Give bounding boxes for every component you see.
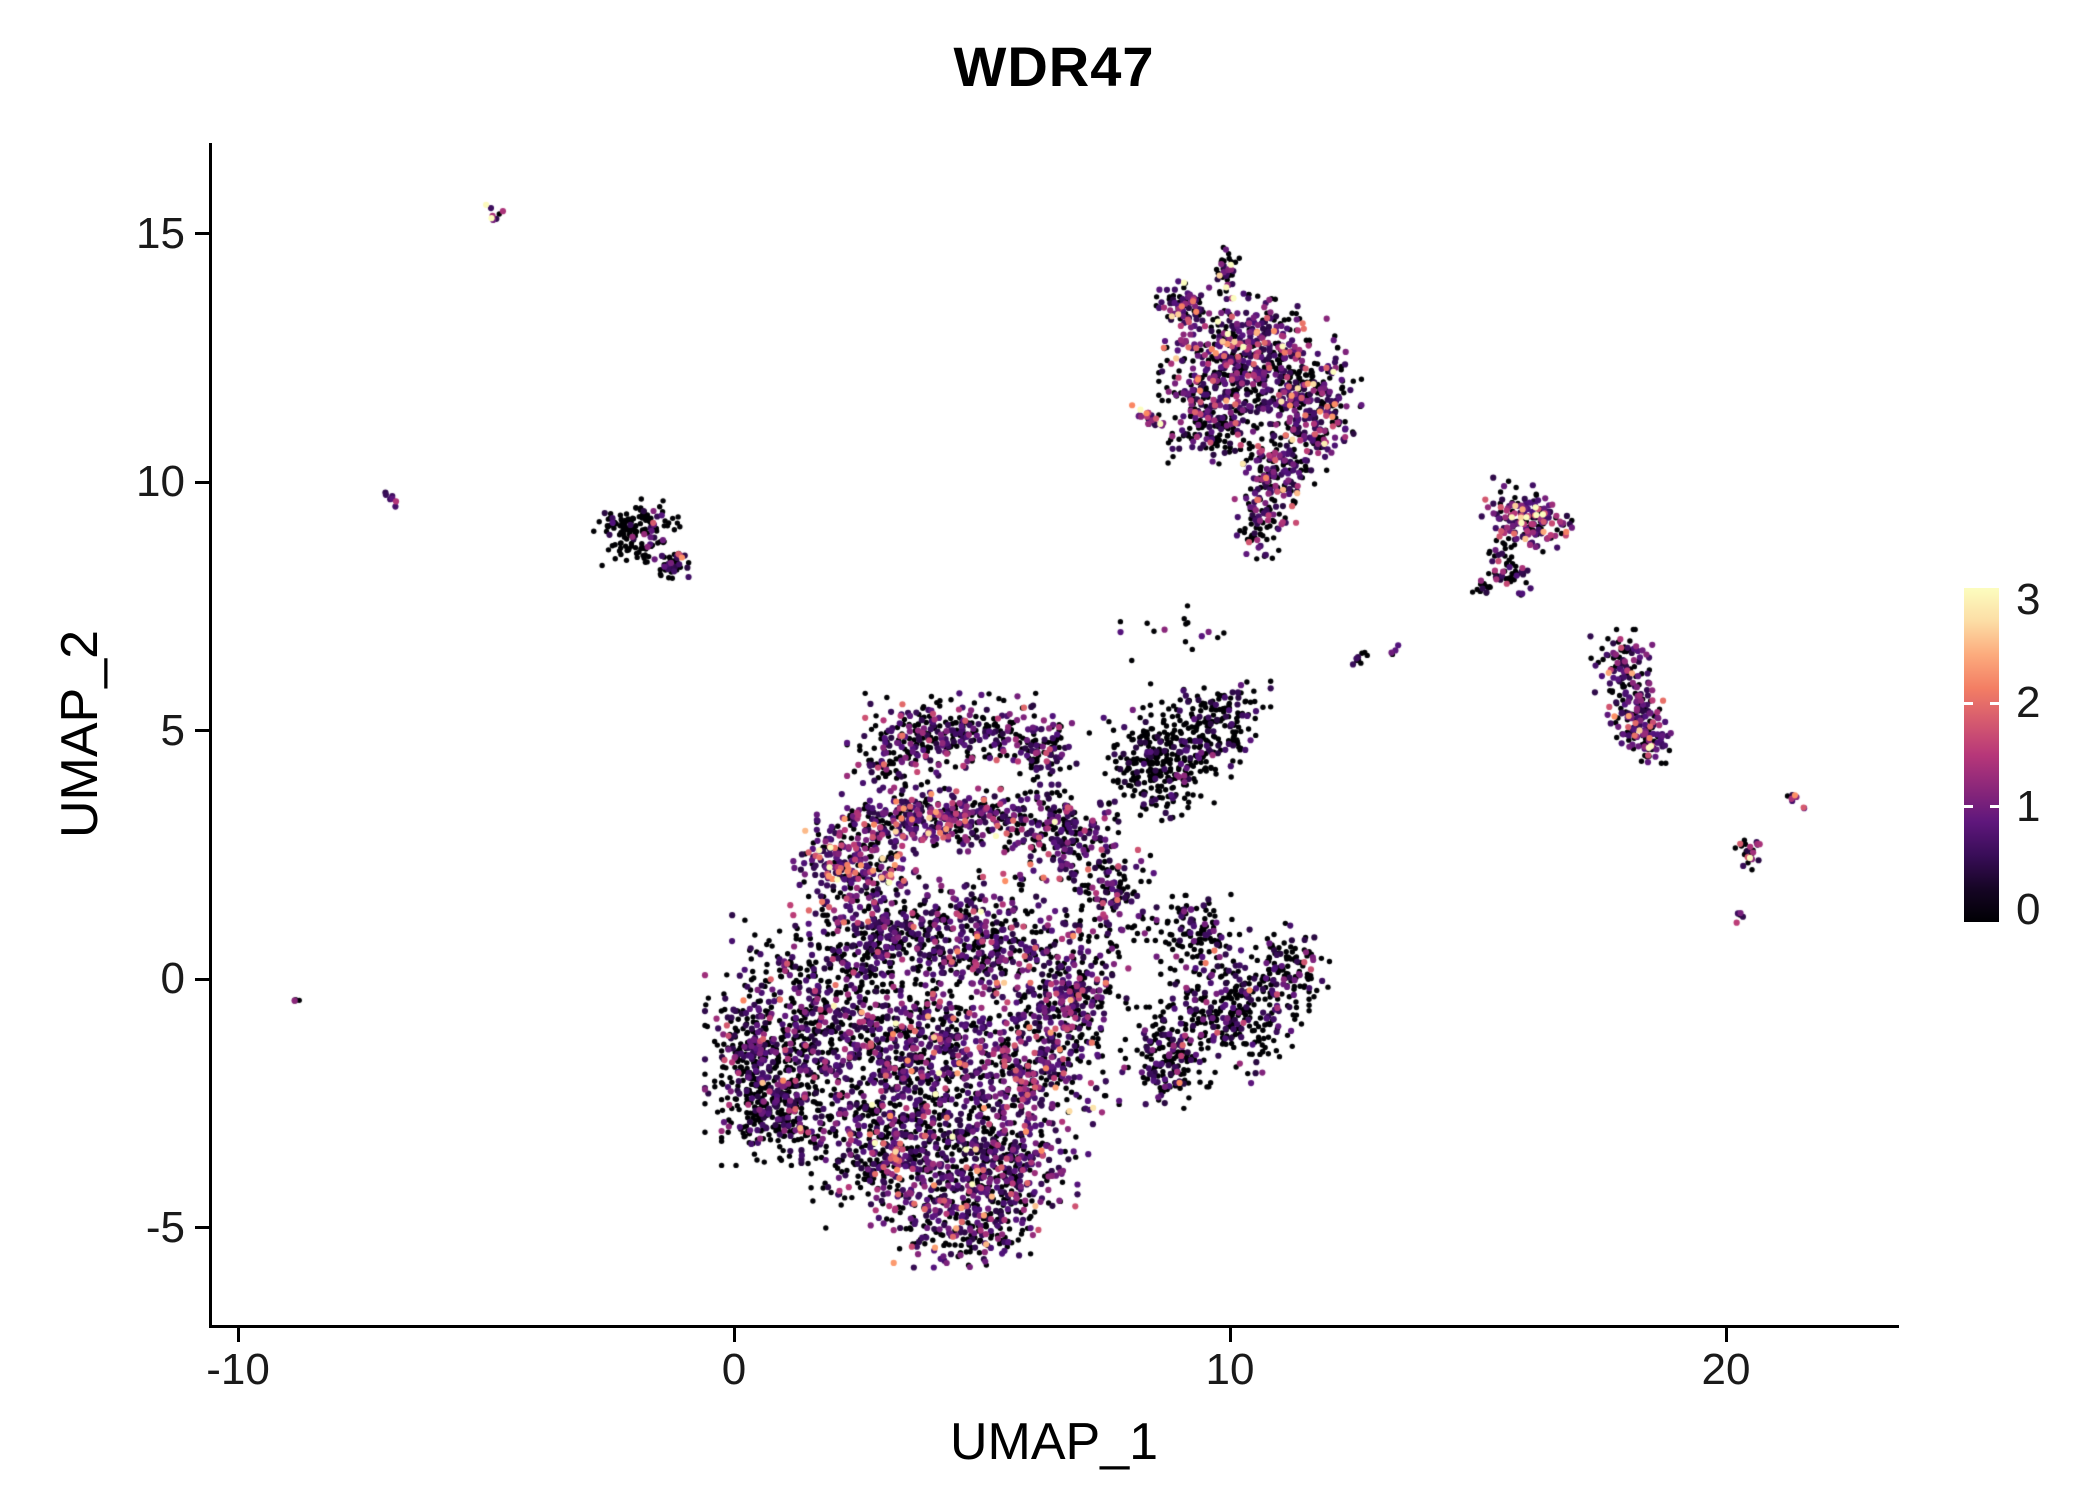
colorbar-tick-label: 0 (2016, 884, 2041, 934)
colorbar-tick-label: 1 (2016, 781, 2041, 831)
colorbar-tick-mark (1964, 701, 1973, 705)
y-axis-line (209, 143, 212, 1328)
y-tick-label: 15 (136, 208, 185, 258)
y-tick-label: 10 (136, 457, 185, 506)
colorbar-tick-label: 2 (2016, 678, 2041, 728)
x-tick-mark (1724, 1328, 1728, 1342)
y-axis-title: UMAP_2 (51, 629, 109, 839)
x-tick-label: 0 (721, 1345, 747, 1394)
colorbar-tick-mark (1964, 805, 1973, 809)
y-tick-mark (195, 1226, 209, 1229)
x-tick-mark (732, 1328, 736, 1342)
colorbar-tick-label: 3 (2016, 575, 2041, 625)
x-axis-line (209, 1325, 1899, 1328)
y-tick-mark (195, 729, 209, 732)
y-tick-label: 5 (160, 705, 185, 755)
x-tick-label: 20 (1701, 1345, 1751, 1394)
colorbar-tick-mark (1990, 805, 1999, 809)
x-tick-label: -10 (206, 1345, 270, 1394)
plot-title: WDR47 (953, 35, 1155, 98)
x-tick-mark (1228, 1328, 1232, 1342)
y-tick-mark (195, 480, 209, 484)
y-tick-label: -5 (145, 1202, 185, 1252)
y-tick-mark (195, 977, 209, 981)
x-tick-mark (236, 1328, 240, 1342)
y-tick-label: 0 (160, 954, 185, 1003)
x-tick-label: 10 (1205, 1345, 1255, 1394)
colorbar-gradient (1964, 588, 1999, 922)
x-axis-title: UMAP_1 (949, 1413, 1159, 1471)
y-tick-mark (195, 232, 209, 235)
colorbar-tick-mark (1990, 701, 1999, 705)
